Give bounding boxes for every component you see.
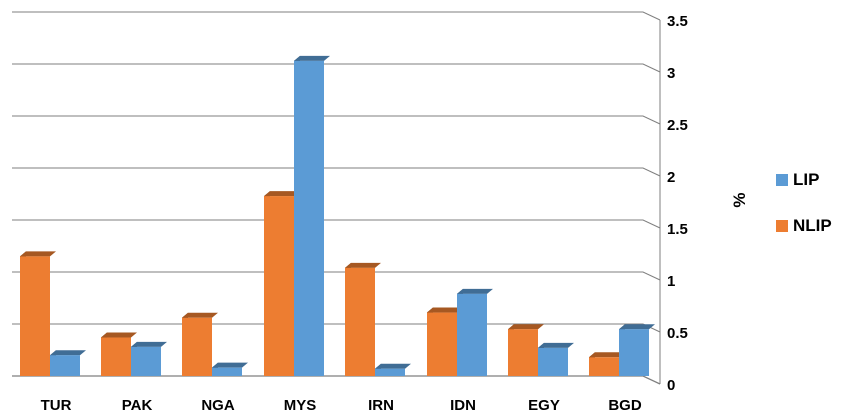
bar-lip-nga bbox=[212, 362, 248, 376]
bar-top bbox=[508, 324, 544, 330]
bar-top bbox=[101, 332, 137, 338]
bar-front bbox=[375, 368, 405, 376]
gridline bbox=[12, 219, 661, 229]
gridline bbox=[12, 115, 661, 125]
y-tick-label: 0 bbox=[667, 377, 675, 394]
bar-lip-pak bbox=[131, 341, 167, 376]
bar-lip-idn bbox=[457, 288, 493, 376]
y-tick-label: 1.5 bbox=[667, 221, 688, 238]
x-label-pak: PAK bbox=[122, 397, 153, 414]
legend: LIP NLIP bbox=[776, 168, 832, 260]
x-label-tur: TUR bbox=[41, 397, 72, 414]
bar-front bbox=[20, 256, 50, 376]
bar-front bbox=[50, 355, 80, 376]
y-axis-title: % bbox=[730, 192, 749, 207]
x-axis-labels: TUR PAK NGA MYS IRN IDN EGY BGD bbox=[41, 397, 642, 414]
bar-top bbox=[212, 362, 248, 368]
bar-front bbox=[182, 317, 212, 376]
bar-top bbox=[427, 307, 463, 313]
y-tick-label: 0.5 bbox=[667, 325, 688, 342]
gridline bbox=[12, 167, 661, 177]
bar-front bbox=[619, 329, 649, 376]
y-tick-label: 3 bbox=[667, 65, 675, 82]
bars bbox=[20, 55, 655, 376]
bar-front bbox=[294, 60, 324, 376]
bar-front bbox=[589, 357, 619, 376]
gridline bbox=[12, 271, 661, 281]
legend-label-nlip: NLIP bbox=[793, 216, 832, 235]
bar-front bbox=[101, 337, 131, 376]
bar-top bbox=[20, 251, 56, 257]
bar-nlip-idn bbox=[427, 307, 463, 376]
bar-top bbox=[589, 352, 625, 358]
y-tick-label: 1 bbox=[667, 273, 675, 290]
bar-top bbox=[538, 342, 574, 348]
bar-lip-egy bbox=[538, 342, 574, 376]
bar-top bbox=[457, 288, 493, 294]
bar-nlip-tur bbox=[20, 251, 56, 376]
bar-nlip-bgd bbox=[589, 352, 625, 376]
y-tick-label: 2 bbox=[667, 169, 675, 186]
gridline bbox=[12, 323, 661, 333]
x-label-bgd: BGD bbox=[608, 397, 642, 414]
gridline bbox=[12, 63, 661, 73]
bar-top bbox=[375, 363, 411, 369]
x-label-nga: NGA bbox=[201, 397, 235, 414]
gridline bbox=[12, 11, 661, 21]
bar-top bbox=[345, 262, 381, 268]
bar-nlip-nga bbox=[182, 312, 218, 376]
bar-lip-irn bbox=[375, 363, 411, 376]
bar-top bbox=[131, 341, 167, 347]
bar-top bbox=[50, 350, 86, 356]
legend-swatch-lip bbox=[776, 174, 788, 186]
y-tick-label: 3.5 bbox=[667, 13, 688, 30]
bar-top bbox=[619, 324, 655, 330]
legend-swatch-nlip bbox=[776, 220, 788, 232]
bar-top bbox=[264, 191, 300, 197]
bar-nlip-mys bbox=[264, 191, 300, 376]
bar-front bbox=[345, 267, 375, 376]
bar-nlip-egy bbox=[508, 324, 544, 376]
bar-lip-bgd bbox=[619, 324, 655, 376]
bar-lip-tur bbox=[50, 350, 86, 376]
x-label-egy: EGY bbox=[528, 397, 560, 414]
x-label-irn: IRN bbox=[368, 397, 394, 414]
bar-nlip-irn bbox=[345, 262, 381, 376]
bar-front bbox=[427, 312, 457, 376]
legend-item-nlip: NLIP bbox=[776, 214, 832, 238]
y-tick-label: 2.5 bbox=[667, 117, 688, 134]
bar-top bbox=[182, 312, 218, 318]
bar-front bbox=[264, 196, 294, 376]
bar-front bbox=[538, 347, 568, 376]
bar-front bbox=[508, 329, 538, 376]
bar-lip-mys bbox=[294, 55, 330, 376]
bar-front bbox=[131, 346, 161, 376]
bar-front bbox=[457, 293, 487, 376]
y-axis-ticks: 0 0.5 1 1.5 2 2.5 3 3.5 bbox=[667, 13, 688, 394]
legend-item-lip: LIP bbox=[776, 168, 832, 192]
x-label-mys: MYS bbox=[284, 397, 317, 414]
baseline bbox=[12, 375, 661, 385]
bar-top bbox=[294, 55, 330, 61]
bar-nlip-pak bbox=[101, 332, 137, 376]
legend-label-lip: LIP bbox=[793, 170, 820, 189]
bar-front bbox=[212, 367, 242, 376]
x-label-idn: IDN bbox=[450, 397, 476, 414]
gridlines bbox=[12, 11, 661, 385]
